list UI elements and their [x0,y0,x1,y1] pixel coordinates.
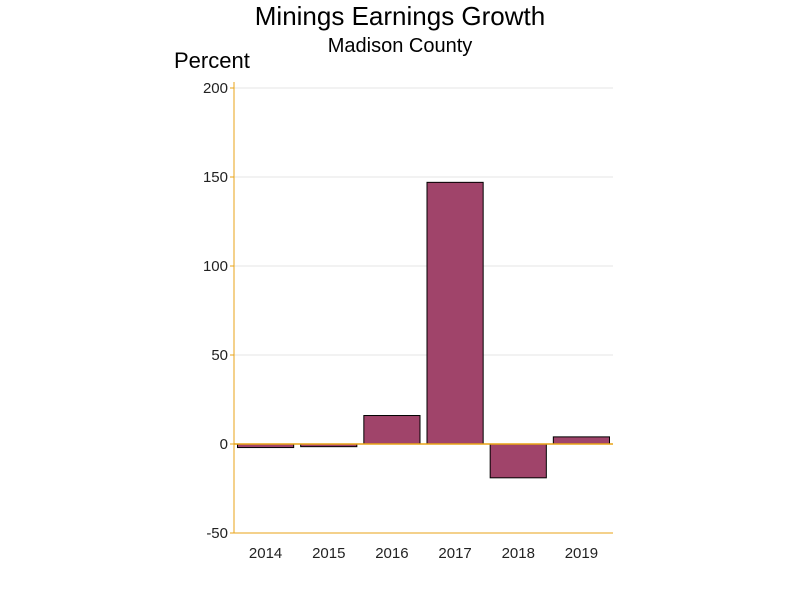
bars [237,181,610,479]
x-tick-label: 2018 [502,545,535,562]
bar-2017 [426,181,484,445]
gridlines [234,87,613,534]
y-tick-label: 200 [203,80,228,97]
x-tick-label: 2015 [312,545,345,562]
y-axis-label: Percent [174,48,250,73]
chart-title: Minings Earnings Growth [255,1,545,31]
y-tick-label: 100 [203,258,228,275]
y-tick-label: 50 [211,347,228,364]
x-tick-label: 2016 [375,545,408,562]
y-tick-label: -50 [206,525,228,542]
x-tick-label: 2014 [249,545,282,562]
bar-2018 [489,443,547,479]
bar-2016 [363,415,421,445]
y-tick-label: 150 [203,169,228,186]
axes [233,82,613,534]
x-axis-ticks: 2014 2015 2016 2017 2018 2019 [249,545,598,562]
y-axis-ticks: -50 0 50 100 150 200 [203,80,234,542]
x-tick-label: 2017 [438,545,471,562]
chart-subtitle: Madison County [328,35,473,57]
bar-2019 [552,436,610,445]
x-tick-label: 2019 [565,545,598,562]
y-tick-label: 0 [220,436,228,453]
